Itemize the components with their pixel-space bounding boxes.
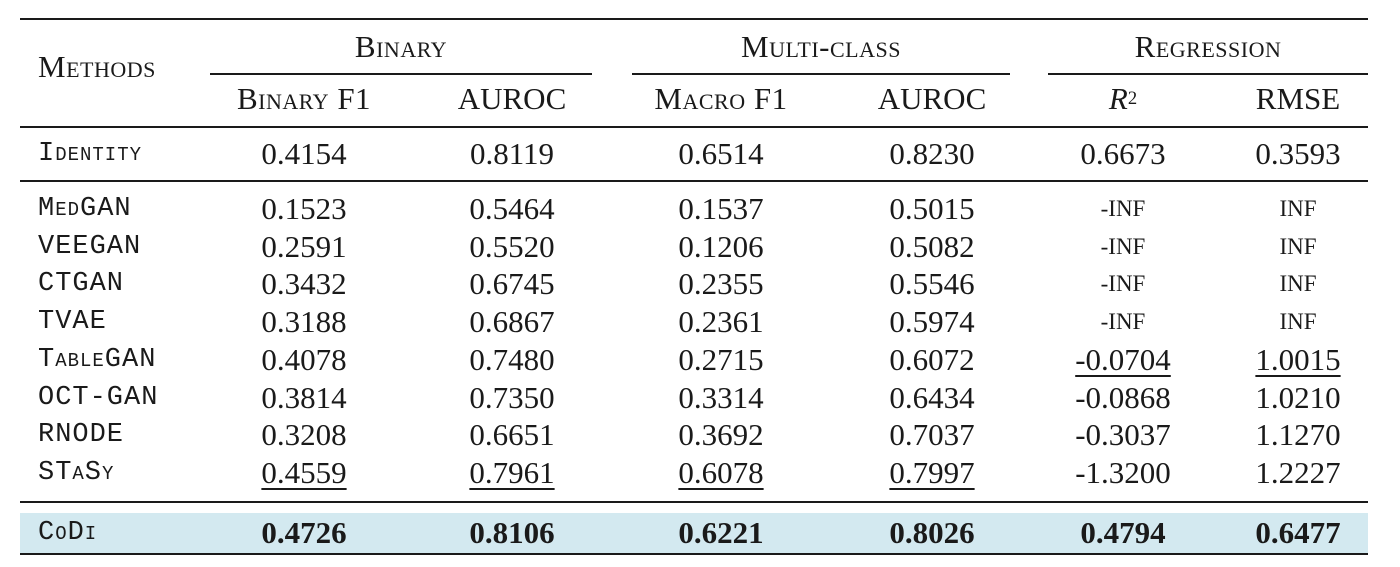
cell-binary-auroc: 0.8119 — [469, 136, 555, 171]
cell-macro-f1: 0.6221 — [678, 515, 764, 550]
cell-rmse: 1.0210 — [1255, 379, 1341, 415]
method-name: STaSy — [38, 457, 115, 488]
cell-rmse: INF — [1279, 196, 1317, 221]
codi-top-rule — [20, 501, 1368, 503]
header-group-regression: Regression — [1134, 29, 1282, 64]
method-name: MedGAN — [38, 194, 132, 224]
cell-macro-f1: 0.3314 — [678, 379, 764, 415]
cell-multiclass-auroc: 0.5974 — [889, 304, 975, 340]
cell-binary-auroc: 0.6651 — [469, 417, 555, 453]
cell-macro-f1: 0.3692 — [678, 417, 764, 453]
cell-rmse: 1.2227 — [1255, 454, 1341, 490]
cell-r2: -0.0868 — [1075, 379, 1171, 415]
method-name: TVAE — [38, 307, 107, 338]
header-multiclass-auroc: AUROC — [877, 81, 987, 116]
cell-binary-auroc: 0.7961 — [469, 454, 555, 490]
cell-binary-auroc: 0.5464 — [469, 191, 555, 226]
header-group-binary: Binary — [354, 29, 448, 64]
cell-binary-f1: 0.4726 — [261, 515, 347, 550]
cell-r2: -INF — [1100, 309, 1146, 335]
cell-multiclass-auroc: 0.8026 — [889, 515, 975, 550]
cell-r2: 0.4794 — [1080, 515, 1166, 550]
cell-r2: -0.3037 — [1075, 417, 1171, 453]
method-name: TableGAN — [38, 344, 157, 375]
header-binary-auroc: AUROC — [457, 81, 567, 116]
cell-multiclass-auroc: 0.5082 — [889, 228, 975, 264]
cell-macro-f1: 0.2361 — [678, 304, 764, 340]
cell-r2: -0.0704 — [1075, 341, 1171, 377]
cell-binary-auroc: 0.5520 — [469, 228, 555, 264]
cell-binary-auroc: 0.8106 — [469, 515, 555, 550]
cell-rmse: 0.6477 — [1255, 515, 1341, 550]
cell-r2: -INF — [1100, 271, 1146, 297]
cell-binary-f1: 0.4559 — [261, 454, 347, 490]
method-name: VEEGAN — [38, 231, 142, 262]
method-name: CTGAN — [38, 269, 125, 300]
cell-rmse: 1.1270 — [1255, 417, 1341, 453]
header-binary-f1: Binary F1 — [236, 81, 372, 116]
header-macro-f1: Macro F1 — [654, 81, 788, 116]
header-group-multiclass: Multi-class — [741, 29, 901, 64]
cell-multiclass-auroc: 0.6072 — [889, 341, 975, 377]
cell-binary-auroc: 0.7480 — [469, 341, 555, 377]
cell-rmse: INF — [1279, 309, 1317, 335]
cell-binary-f1: 0.3432 — [261, 266, 347, 302]
cell-binary-f1: 0.2591 — [261, 228, 347, 264]
cell-multiclass-auroc: 0.7997 — [889, 454, 975, 490]
identity-bottom-rule — [20, 180, 1368, 182]
cmidrule-multiclass — [632, 73, 1010, 75]
cell-binary-f1: 0.3814 — [261, 379, 347, 415]
cell-macro-f1: 0.1206 — [678, 228, 764, 264]
cmidrule-binary — [210, 73, 592, 75]
cell-binary-auroc: 0.6867 — [469, 304, 555, 340]
cell-binary-f1: 0.4154 — [261, 136, 347, 171]
header-methods: Methods — [38, 49, 156, 84]
method-name: RNODE — [38, 420, 125, 451]
method-name: CoDi — [38, 518, 98, 548]
cell-rmse: 0.3593 — [1255, 136, 1341, 171]
cell-binary-f1: 0.4078 — [261, 341, 347, 377]
cell-rmse: INF — [1279, 271, 1317, 297]
cell-binary-auroc: 0.6745 — [469, 266, 555, 302]
method-name: Identity — [38, 139, 143, 169]
cell-macro-f1: 0.1537 — [678, 191, 764, 226]
method-name: OCT-GAN — [38, 382, 159, 413]
cell-rmse: 1.0015 — [1255, 341, 1341, 377]
cell-macro-f1: 0.6078 — [678, 454, 764, 490]
cell-r2: 0.6673 — [1080, 136, 1166, 171]
cell-macro-f1: 0.2715 — [678, 341, 764, 377]
cell-macro-f1: 0.6514 — [678, 136, 764, 171]
cell-binary-f1: 0.3188 — [261, 304, 347, 340]
codi-highlight — [20, 513, 1368, 553]
top-rule — [20, 18, 1368, 20]
cell-binary-f1: 0.1523 — [261, 191, 347, 226]
header-bottom-rule — [20, 126, 1368, 128]
r2-symbol: R — [1108, 81, 1128, 116]
cell-multiclass-auroc: 0.7037 — [889, 417, 975, 453]
cmidrule-regression — [1048, 73, 1368, 75]
bottom-rule — [20, 553, 1368, 555]
cell-multiclass-auroc: 0.5546 — [889, 266, 975, 302]
cell-binary-f1: 0.3208 — [261, 417, 347, 453]
cell-rmse: INF — [1279, 233, 1317, 259]
cell-r2: -INF — [1100, 233, 1146, 259]
cell-multiclass-auroc: 0.8230 — [889, 136, 975, 171]
cell-binary-auroc: 0.7350 — [469, 379, 555, 415]
cell-macro-f1: 0.2355 — [678, 266, 764, 302]
cell-r2: -INF — [1100, 196, 1146, 221]
cell-multiclass-auroc: 0.6434 — [889, 379, 975, 415]
cell-multiclass-auroc: 0.5015 — [889, 191, 975, 226]
cell-r2: -1.3200 — [1075, 454, 1171, 490]
header-rmse: RMSE — [1255, 81, 1341, 116]
